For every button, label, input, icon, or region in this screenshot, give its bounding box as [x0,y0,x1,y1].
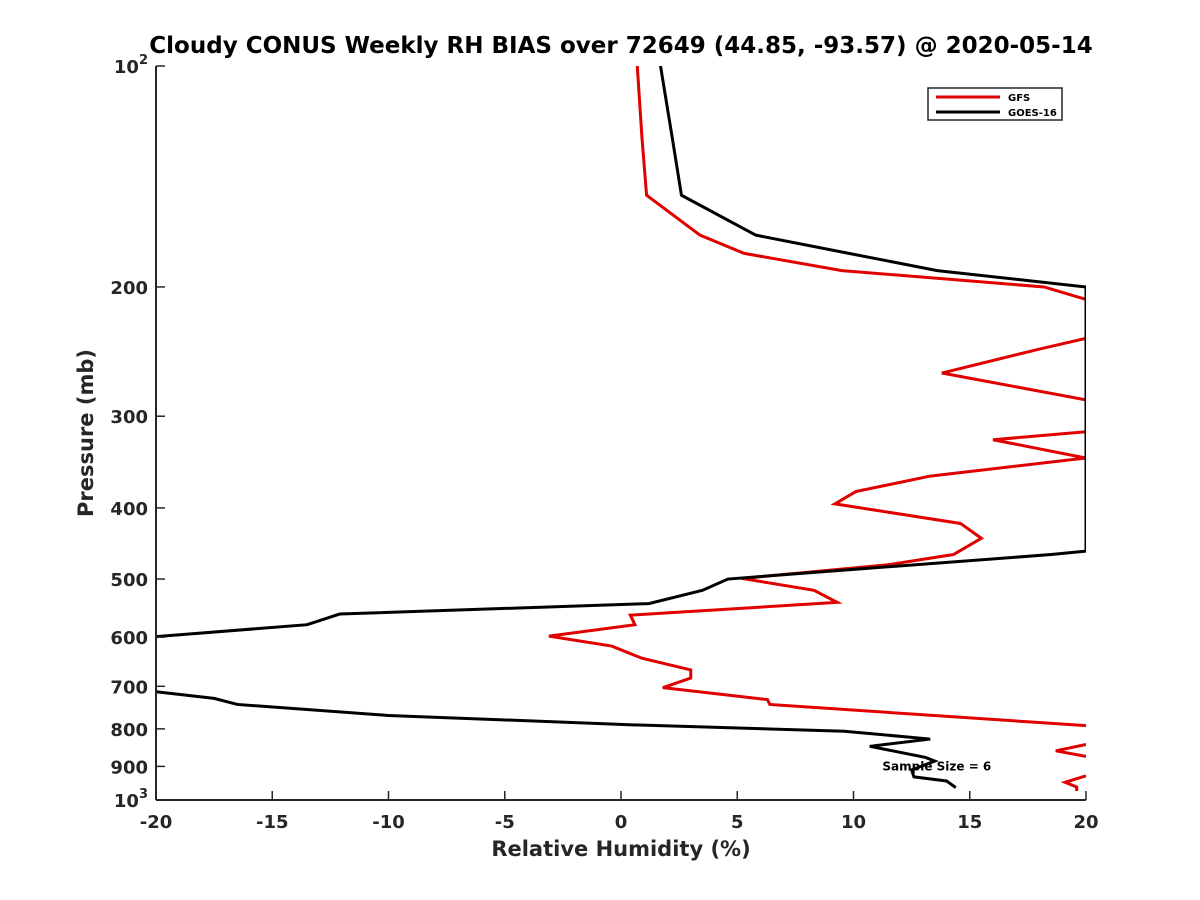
y-tick-label: 103 [114,787,148,812]
x-tick-label: 0 [615,812,628,833]
legend-label: GFS [1008,93,1030,104]
x-tick-label: -20 [140,812,173,833]
x-tick-label: -10 [372,812,405,833]
x-axis-ticks: -20 -15 -10 -5 0 5 10 15 20 [140,791,1099,833]
x-tick-label: 20 [1073,812,1098,833]
x-tick-label: 5 [731,812,744,833]
series-line-goes-16 [156,66,1086,639]
y-tick-label: 102 [114,53,148,78]
y-tick-label: 400 [110,499,148,520]
legend-label: GOES-16 [1008,108,1057,119]
x-tick-label: -15 [256,812,289,833]
y-tick-label: 500 [110,570,148,591]
x-tick-label: 15 [957,812,982,833]
y-tick-label: 600 [110,628,148,649]
x-tick-label: -5 [495,812,515,833]
y-tick-label: 200 [110,278,148,299]
series-line-segment-4 [1060,774,1086,791]
plot-lines [156,66,1086,791]
y-axis-ticks: 102 200 300 400 500 600 700 800 900 103 [110,53,165,812]
y-tick-label: 800 [110,720,148,741]
plot-axes [155,66,1086,801]
x-axis-label: Relative Humidity (%) [491,837,750,861]
series-line-segment-2 [156,690,957,789]
y-tick-label: 900 [110,757,148,778]
chart-title: Cloudy CONUS Weekly RH BIAS over 72649 (… [149,33,1092,59]
x-tick-label: 10 [841,812,866,833]
legend-box [927,87,1063,121]
y-tick-label: 300 [110,407,148,428]
series-line-segment-3 [1055,742,1086,758]
series-line-gfs [548,66,1086,728]
y-axis-label: Pressure (mb) [74,349,98,517]
legend: GFS GOES-16 [927,87,1063,121]
sample-size-annotation: Sample Size = 6 [882,759,991,773]
y-tick-label: 700 [110,677,148,698]
